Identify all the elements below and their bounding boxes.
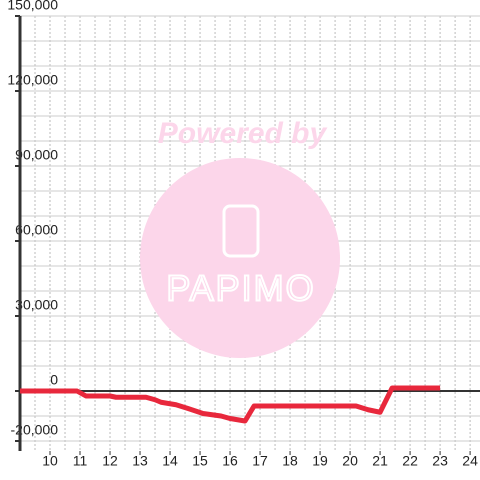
y-tick-label: 0 [50, 372, 58, 388]
y-tick-label: 150,000 [7, 0, 58, 13]
x-tick-label: 13 [132, 453, 148, 469]
x-tick-label: 21 [372, 453, 388, 469]
line-series [20, 385, 441, 424]
x-tick-label: 16 [222, 453, 238, 469]
x-tick-label: 15 [192, 453, 208, 469]
x-tick-label: 23 [432, 453, 448, 469]
x-tick-label: 10 [42, 453, 58, 469]
y-tick-label: 90,000 [15, 147, 58, 163]
y-tick-label: -20,000 [11, 422, 59, 438]
x-tick-label: 24 [462, 453, 478, 469]
x-tick-label: 11 [73, 453, 88, 469]
watermark-title: Powered by [158, 117, 328, 150]
x-tick-label: 12 [102, 453, 118, 469]
x-tick-label: 19 [312, 453, 328, 469]
watermark-logo: PAPIMO [166, 268, 315, 309]
watermark-circle [140, 158, 340, 358]
x-tick-label: 17 [252, 453, 268, 469]
y-tick-label: 30,000 [15, 297, 58, 313]
x-tick-label: 20 [342, 453, 358, 469]
y-tick-label: 60,000 [15, 222, 58, 238]
phone-icon [222, 204, 260, 258]
x-tick-label: 14 [162, 453, 178, 469]
y-tick-label: 120,000 [7, 72, 58, 88]
watermark: Powered by PAPIMO [140, 117, 340, 358]
x-tick-label: 18 [282, 453, 298, 469]
x-tick-label: 22 [402, 453, 418, 469]
